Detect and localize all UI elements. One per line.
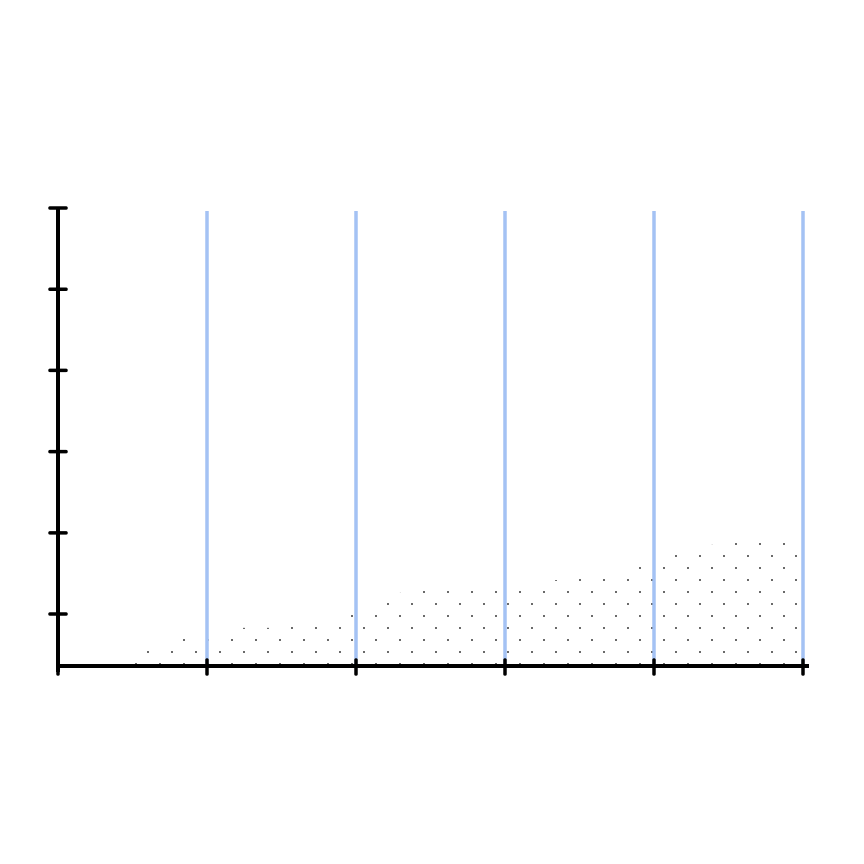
area xyxy=(120,535,801,666)
